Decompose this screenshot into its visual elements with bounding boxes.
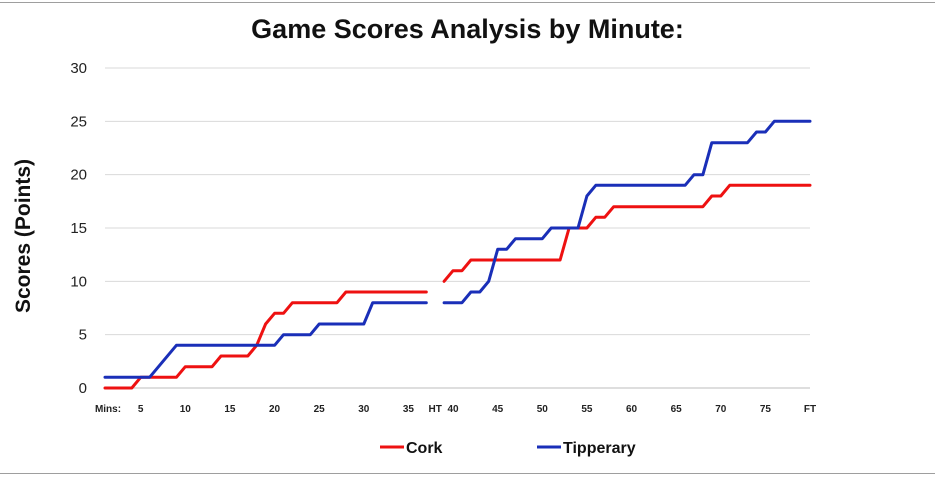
x-tick-label: 50: [537, 404, 549, 415]
legend-label-tipperary: Tipperary: [563, 440, 636, 457]
y-tick-label: 0: [79, 380, 87, 397]
series-line-tipperary: [103, 301, 428, 379]
x-tick-label: 35: [403, 404, 415, 415]
bottom-border: [0, 473, 935, 474]
chart-title: Game Scores Analysis by Minute:: [251, 14, 684, 44]
x-tick-label: 30: [358, 404, 370, 415]
series-line-cork: [442, 183, 812, 283]
series-line-cork: [103, 290, 428, 390]
y-tick-label: 25: [70, 113, 87, 130]
x-tick-label: 25: [314, 404, 326, 415]
y-tick-label: 15: [70, 220, 87, 237]
y-tick-label: 20: [70, 167, 87, 184]
x-tick-label: 40: [447, 404, 459, 415]
y-tick-label: 30: [70, 60, 87, 77]
x-tick-label: 75: [760, 404, 772, 415]
x-tick-label: 70: [715, 404, 727, 415]
y-tick-label: 10: [70, 273, 87, 290]
y-axis-label: Scores (Points): [12, 159, 35, 313]
x-tick-label: 10: [180, 404, 192, 415]
x-tick-label: 60: [626, 404, 638, 415]
x-tick-label: 55: [581, 404, 593, 415]
legend-label-cork: Cork: [406, 440, 443, 457]
x-tick-label: 45: [492, 404, 504, 415]
x-tick-label: HT: [429, 404, 442, 415]
x-tick-label: 15: [224, 404, 236, 415]
x-tick-label: FT: [804, 404, 816, 415]
y-tick-label: 5: [79, 327, 87, 344]
x-tick-label: 65: [671, 404, 683, 415]
top-border: [0, 2, 935, 3]
x-tick-label: 5: [138, 404, 144, 415]
x-axis-prefix: Mins:: [95, 404, 121, 415]
x-tick-label: 20: [269, 404, 281, 415]
series-line-tipperary: [442, 119, 812, 305]
